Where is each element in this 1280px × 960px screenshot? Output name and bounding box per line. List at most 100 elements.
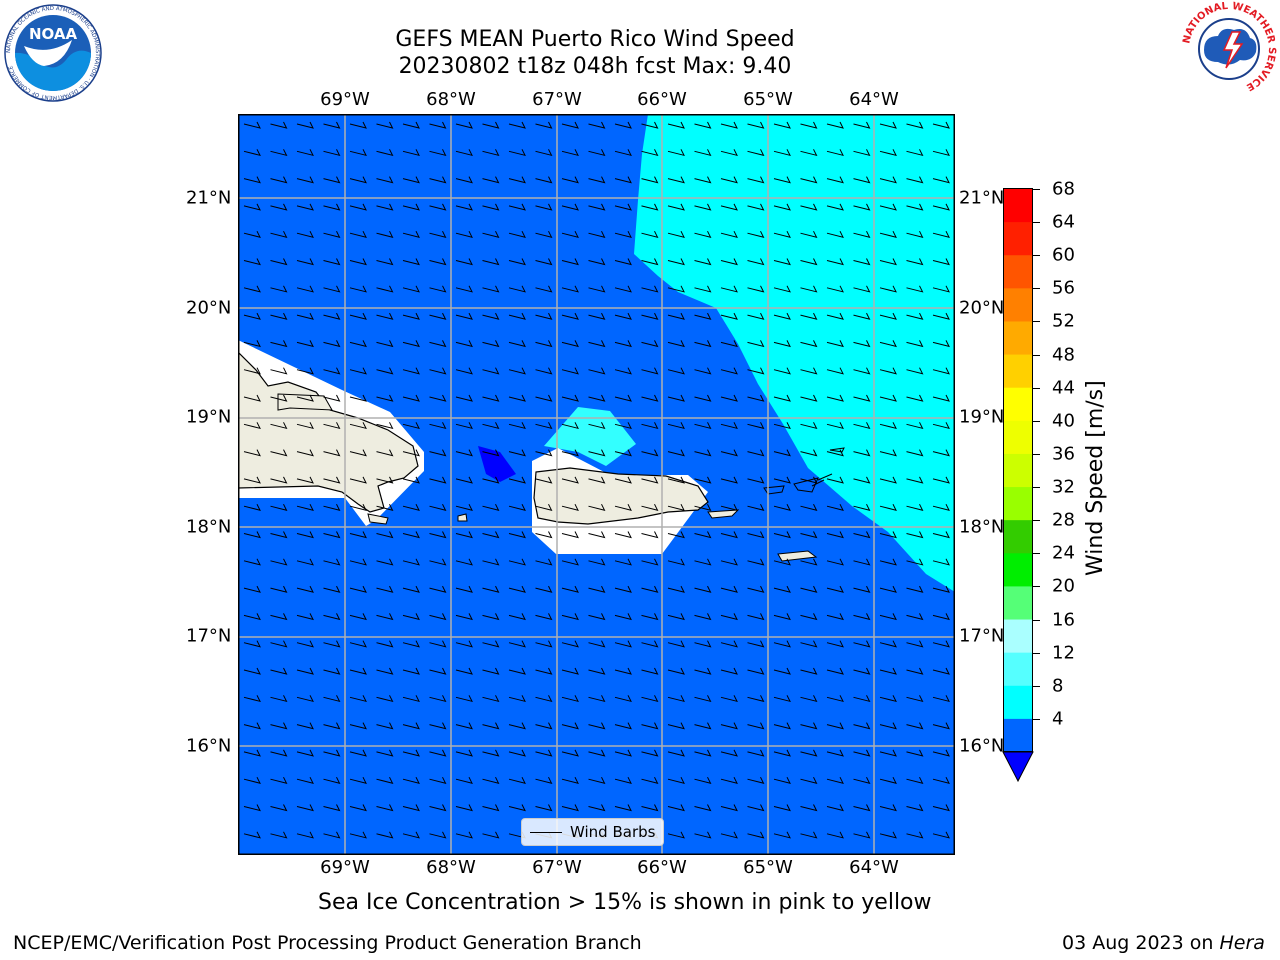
wind-barb [773, 695, 791, 703]
lat-label-left: 18°N [186, 516, 232, 538]
wind-barb [906, 449, 924, 457]
wind-barb [667, 422, 685, 430]
wind-barb [694, 776, 712, 784]
wind-barb [667, 695, 685, 703]
wind-barb [376, 503, 394, 511]
wind-barb [296, 121, 314, 129]
colorbar-tick-label: 24 [1052, 542, 1075, 564]
wind-barb [323, 831, 341, 839]
wind-barb [270, 613, 288, 621]
wind-barb [853, 804, 871, 812]
wind-barb [323, 149, 341, 157]
wind-barb [853, 203, 871, 211]
wind-barb [588, 531, 606, 539]
wind-barb [853, 722, 871, 730]
wind-barb [694, 422, 712, 430]
wind-barb [270, 149, 288, 157]
wind-barb [641, 531, 659, 539]
wind-barb [349, 258, 367, 266]
wind-barb [906, 394, 924, 402]
colorbar-tick-label: 8 [1052, 675, 1064, 697]
wind-barb [879, 258, 897, 266]
wind-barb [349, 367, 367, 375]
wind-barb [270, 476, 288, 484]
wind-barb [323, 667, 341, 675]
wind-barb [720, 749, 738, 757]
colorbar-tick-mark [1032, 288, 1040, 290]
wind-barb [243, 203, 261, 211]
wind-barb [296, 831, 314, 839]
wind-barb [614, 285, 632, 293]
wind-barb [535, 558, 553, 566]
wind-barb [243, 340, 261, 348]
wind-barb [508, 749, 526, 757]
wind-barb [800, 749, 818, 757]
colorbar-tick-label: 32 [1052, 476, 1075, 498]
wind-barb [694, 312, 712, 320]
wind-barb [588, 367, 606, 375]
colorbar-frame [1003, 188, 1033, 752]
wind-barb [694, 749, 712, 757]
wind-barb [508, 503, 526, 511]
wind-barb [800, 230, 818, 238]
colorbar-tick-mark [1032, 685, 1040, 687]
wind-barb [720, 667, 738, 675]
wind-barb [800, 776, 818, 784]
wind-barb [429, 667, 447, 675]
wind-barb [826, 476, 844, 484]
wind-barb [588, 476, 606, 484]
wind-barb [455, 340, 473, 348]
wind-barb [243, 285, 261, 293]
wind-barb [773, 149, 791, 157]
lat-label-right: 17°N [959, 625, 1005, 647]
wind-barb [879, 831, 897, 839]
wind-barb [800, 503, 818, 511]
wind-barb [720, 121, 738, 129]
wind-barb [826, 176, 844, 184]
colorbar-segment [1004, 718, 1032, 753]
wind-barb [270, 230, 288, 238]
colorbar-tick-label: 12 [1052, 642, 1075, 664]
wind-barb [747, 176, 765, 184]
wind-barb [720, 258, 738, 266]
wind-barb [535, 121, 553, 129]
wind-barb [402, 230, 420, 238]
wind-barb [482, 149, 500, 157]
wind-barb [667, 394, 685, 402]
wind-barb [588, 394, 606, 402]
wind-barb [243, 367, 261, 375]
wind-barb [323, 121, 341, 129]
wind-barb [773, 394, 791, 402]
wind-barb [323, 722, 341, 730]
colorbar-tick-mark [1032, 586, 1040, 588]
wind-barb [614, 121, 632, 129]
wind-barb [429, 285, 447, 293]
wind-barb [561, 476, 579, 484]
wind-barb [535, 613, 553, 621]
wind-barb [641, 449, 659, 457]
wind-barb [482, 613, 500, 621]
wind-barb [482, 367, 500, 375]
wind-barb [747, 230, 765, 238]
wind-barb [376, 831, 394, 839]
wind-barb [694, 503, 712, 511]
wind-barb [906, 749, 924, 757]
wind-barb [561, 722, 579, 730]
wind-barb [296, 285, 314, 293]
wind-barb [800, 285, 818, 293]
wind-barb [455, 149, 473, 157]
colorbar-tick-label: 52 [1052, 310, 1075, 332]
wind-barb [588, 640, 606, 648]
wind-barb [376, 585, 394, 593]
wind-barb [455, 203, 473, 211]
wind-barb [879, 394, 897, 402]
wind-barb [932, 667, 950, 675]
mid-wind-patch [544, 407, 636, 466]
wind-barb [482, 285, 500, 293]
wind-barb [402, 203, 420, 211]
colorbar-tick-mark [1032, 420, 1040, 422]
wind-barb [508, 422, 526, 430]
wind-barb [773, 476, 791, 484]
wind-barb [641, 367, 659, 375]
wind-barb [270, 340, 288, 348]
